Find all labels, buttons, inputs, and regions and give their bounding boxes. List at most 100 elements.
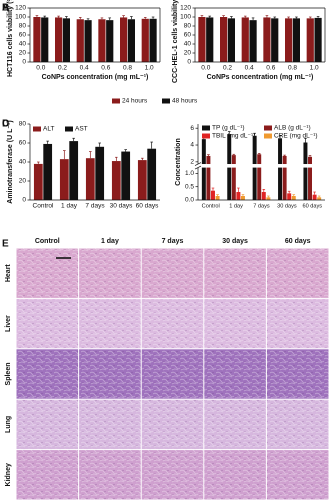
y-tick-label: 0.0 (185, 197, 194, 204)
bar (287, 193, 292, 200)
x-tick-label: 0.0 (201, 65, 210, 72)
bar (62, 18, 70, 63)
bar (43, 143, 53, 200)
tissue-texture (204, 349, 266, 399)
y-tick-label: 20 (19, 50, 27, 57)
x-tick-label: 1 day (229, 203, 243, 209)
y-tick-label: 20 (184, 50, 192, 57)
y-axis-label: Concentration (175, 138, 182, 185)
legend-swatch (65, 126, 73, 132)
y-tick-label: 100 (15, 14, 26, 21)
bar (111, 161, 121, 200)
legend-label: 24 hours (122, 98, 148, 105)
legend-swatch (112, 98, 120, 104)
tissue-texture (266, 298, 329, 349)
bar (55, 17, 63, 62)
bar (141, 18, 149, 62)
bar (120, 17, 128, 62)
y-tick-label: 40 (19, 41, 27, 48)
bar (95, 146, 105, 200)
bar (33, 163, 43, 200)
panel-label: C (2, 119, 9, 130)
x-axis-label: CoNPs concentration (mg mL⁻¹) (42, 74, 149, 81)
tissue-texture (141, 450, 204, 500)
x-tick-label: Control (33, 203, 55, 210)
x-tick-label: Control (202, 203, 220, 209)
x-axis-label: CoNPs concentration (mg mL⁻¹) (207, 74, 314, 81)
bar (201, 139, 206, 200)
tissue-texture (79, 248, 141, 298)
x-tick-label: 60 days (136, 203, 160, 210)
legend-label: TP (g dL⁻¹) (212, 125, 245, 132)
bar (231, 155, 236, 200)
column-header: 30 days (222, 238, 248, 245)
bar (278, 138, 283, 200)
y-axis-label: CCC-HEL-1 cells viability (%) (172, 0, 179, 83)
tissue-texture (141, 399, 204, 450)
panel-label: D (2, 119, 9, 130)
tissue-texture (204, 248, 266, 298)
bar (147, 148, 157, 200)
tissue-texture (16, 399, 79, 450)
bar (220, 17, 228, 62)
y-tick-label: 4 (190, 142, 194, 149)
y-tick-label: 120 (180, 5, 191, 12)
y-tick-label: 0.5 (185, 183, 194, 190)
tissue-texture (266, 450, 329, 500)
y-tick-label: 40 (19, 159, 27, 166)
y-tick-label: 60 (184, 32, 192, 39)
bar (317, 197, 322, 200)
bar (98, 19, 106, 62)
bar (282, 155, 287, 200)
bar (261, 192, 266, 200)
bar (308, 156, 312, 200)
legend-swatch (202, 133, 210, 139)
y-tick-label: 40 (184, 41, 192, 48)
bar (240, 196, 245, 200)
bar (292, 18, 300, 63)
bar (303, 142, 308, 200)
legend-swatch (33, 126, 41, 132)
y-tick-label: 120 (15, 5, 26, 12)
y-tick-label: 100 (180, 14, 191, 21)
y-tick-label: 20 (19, 178, 27, 185)
y-tick-label: 80 (184, 23, 192, 30)
legend-label: ALB (g dL⁻¹) (274, 125, 311, 132)
row-label: Spleen (5, 363, 12, 386)
bar (257, 154, 262, 200)
legend-swatch (202, 125, 210, 131)
tissue-texture (266, 399, 329, 450)
x-tick-label: 60 days (303, 203, 323, 209)
panel-label: B (2, 3, 9, 14)
row-label: Liver (5, 315, 12, 332)
y-tick-label: 80 (19, 23, 27, 30)
tissue-texture (204, 450, 266, 500)
tissue-texture (141, 298, 204, 349)
x-tick-label: 0.4 (245, 65, 254, 72)
x-tick-label: 30 days (110, 203, 134, 210)
bar (106, 20, 114, 62)
x-tick-label: 0.4 (80, 65, 89, 72)
bar (266, 197, 271, 200)
bar (285, 18, 293, 63)
bar (249, 20, 257, 62)
bar (76, 19, 84, 62)
x-tick-label: 7 days (253, 203, 270, 209)
bar (137, 160, 147, 200)
bar (291, 196, 296, 200)
bar (59, 159, 69, 200)
tissue-texture (16, 298, 79, 349)
tissue-texture (204, 298, 266, 349)
legend-swatch (264, 133, 272, 139)
tissue-texture (141, 248, 204, 298)
bar (84, 20, 92, 62)
bar (121, 151, 131, 200)
bar (227, 18, 235, 63)
column-header: 60 days (285, 238, 311, 245)
x-tick-label: 1.0 (310, 65, 319, 72)
bar (198, 17, 206, 62)
column-header: 7 days (162, 238, 184, 245)
bar (206, 17, 214, 62)
x-tick-label: 0.0 (36, 65, 45, 72)
bar (271, 18, 279, 63)
